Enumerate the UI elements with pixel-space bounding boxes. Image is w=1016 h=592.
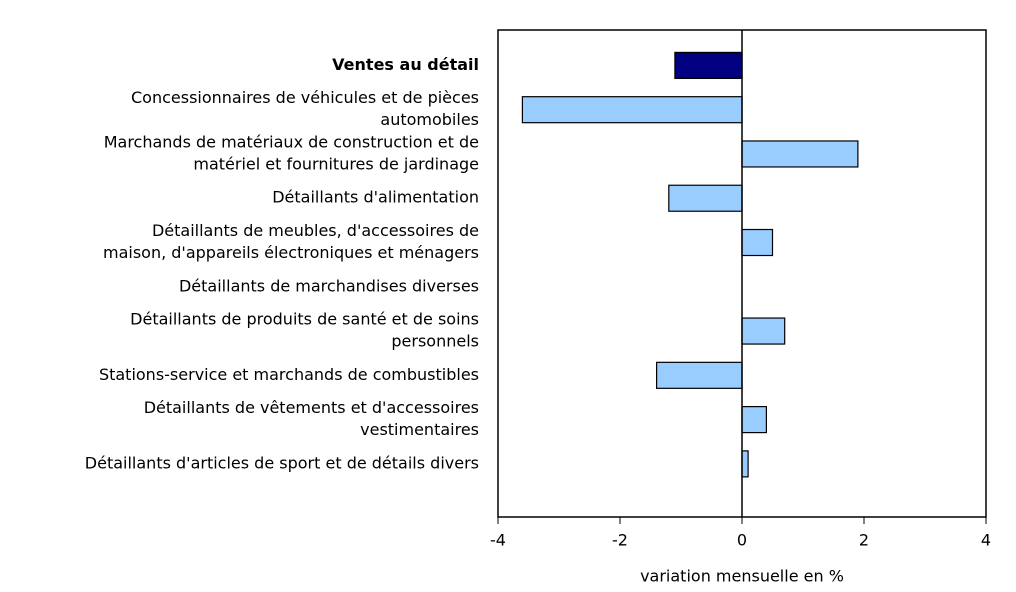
bar [741,406,767,434]
x-tick-label: 4 [981,531,991,550]
bar [674,51,743,80]
bar [668,184,743,212]
y-tick-label: maison, d'appareils électroniques et mén… [103,243,479,262]
x-tick-label: -4 [490,531,506,550]
y-tick-label: Détaillants de marchandises diverses [179,276,479,295]
y-tick-label: Stations-service et marchands de combust… [99,365,479,384]
bar [521,96,743,124]
y-tick-label: personnels [391,332,479,351]
y-tick-label: Marchands de matériaux de construction e… [104,132,479,151]
y-tick-label: Détaillants de vêtements et d'accessoire… [144,398,479,417]
y-tick-label: Ventes au détail [332,55,479,74]
y-tick-label: Concessionnaires de véhicules et de pièc… [131,88,479,107]
x-axis-title: variation mensuelle en % [640,567,844,586]
y-tick-label: Détaillants de meubles, d'accessoires de [152,221,479,240]
y-tick-label: Détaillants d'alimentation [272,188,479,207]
x-tick-label: 0 [737,531,747,550]
x-tick-label: 2 [859,531,869,550]
bar [655,361,743,389]
bar [741,140,859,168]
y-tick-label: automobiles [380,110,479,129]
bar [741,317,786,345]
y-tick-label: Détaillants d'articles de sport et de dé… [85,453,479,472]
x-tick-label: -2 [612,531,628,550]
bar [741,450,749,478]
y-tick-label: Détaillants de produits de santé et de s… [130,310,479,329]
y-tick-label: vestimentaires [360,420,479,439]
y-tick-label: matériel et fournitures de jardinage [193,154,479,173]
bar [741,228,774,257]
